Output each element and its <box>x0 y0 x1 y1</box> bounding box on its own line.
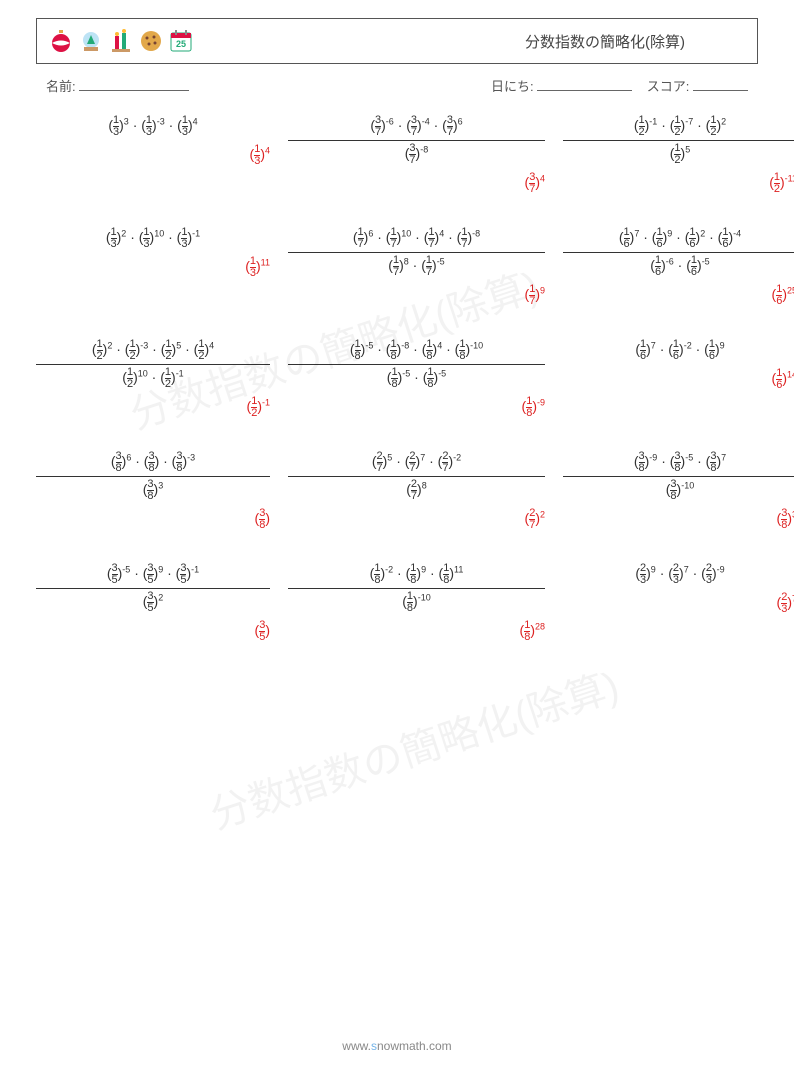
date-line[interactable] <box>537 78 632 91</box>
fraction-expression: (38)6 · (38) · (38)-3(38)3 <box>36 451 270 502</box>
date-label: 日にち: <box>491 79 534 94</box>
answer: (17)9 <box>288 284 545 307</box>
cookie-icon <box>139 29 163 53</box>
fraction-expression: (17)6 · (17)10 · (17)4 · (17)-8(17)8 · (… <box>288 227 545 278</box>
fraction-expression: (18)-2 · (18)9 · (18)11(18)-10 <box>288 563 545 614</box>
answer: (35) <box>36 620 270 643</box>
header: 25 分数指数の簡略化(除算) <box>36 18 758 64</box>
expression: (23)9 · (23)7 · (23)-9 <box>563 563 794 586</box>
problem: (13)3 · (13)-3 · (13)4 (13)4 <box>36 115 270 195</box>
expression: (13)3 · (13)-3 · (13)4 <box>36 115 270 138</box>
footer-suffix: .com <box>426 1039 452 1053</box>
expression: (13)2 · (13)10 · (13)-1 <box>36 227 270 250</box>
ornament-icon <box>49 29 73 53</box>
answer: (37)4 <box>288 172 545 195</box>
candle-icon <box>109 29 133 53</box>
fraction-expression: (35)-5 · (35)9 · (35)-1(35)2 <box>36 563 270 614</box>
answer: (12)-11 <box>563 172 794 195</box>
footer-math: math <box>399 1039 426 1053</box>
fraction-expression: (38)-9 · (38)-5 · (38)7(38)-10 <box>563 451 794 502</box>
problem: (27)5 · (27)7 · (27)-2(27)8 (27)2 <box>288 451 545 531</box>
name-label: 名前: <box>46 79 76 94</box>
header-icons: 25 <box>49 29 193 53</box>
fraction-expression: (12)-1 · (12)-7 · (12)2(12)5 <box>563 115 794 166</box>
calendar-icon: 25 <box>169 29 193 53</box>
calendar-number: 25 <box>169 39 193 49</box>
name-field: 名前: <box>46 76 189 95</box>
footer-now: now <box>377 1039 399 1053</box>
problem-grid: (13)3 · (13)-3 · (13)4 (13)4 (37)-6 · (37)… <box>36 115 758 643</box>
answer: (16)25 <box>563 284 794 307</box>
answer: (16)14 <box>563 368 794 391</box>
answer: (13)4 <box>36 144 270 167</box>
problem: (12)2 · (12)-3 · (12)5 · (12)4(12)10 · (… <box>36 339 270 419</box>
problem: (16)7 · (16)9 · (16)2 · (16)-4(16)-6 · (… <box>563 227 794 307</box>
problem: (18)-2 · (18)9 · (18)11(18)-10 (18)28 <box>288 563 545 643</box>
score-label: スコア: <box>647 79 690 94</box>
problem: (23)9 · (23)7 · (23)-9 (23)7 <box>563 563 794 643</box>
watermark: 分数指数の簡略化(除算) <box>201 653 625 840</box>
score-line[interactable] <box>693 78 748 91</box>
fraction-expression: (37)-6 · (37)-4 · (37)6(37)-8 <box>288 115 545 166</box>
answer: (18)-9 <box>288 396 545 419</box>
fraction-expression: (27)5 · (27)7 · (27)-2(27)8 <box>288 451 545 502</box>
problem: (35)-5 · (35)9 · (35)-1(35)2 (35) <box>36 563 270 643</box>
fraction-expression: (16)7 · (16)9 · (16)2 · (16)-4(16)-6 · (… <box>563 227 794 278</box>
footer-prefix: www. <box>342 1039 371 1053</box>
problem: (16)7 · (16)-2 · (16)9 (16)14 <box>563 339 794 419</box>
name-line[interactable] <box>79 78 189 91</box>
problem: (17)6 · (17)10 · (17)4 · (17)-8(17)8 · (… <box>288 227 545 307</box>
footer: www.snowmath.com <box>0 1039 794 1053</box>
problem: (37)-6 · (37)-4 · (37)6(37)-8 (37)4 <box>288 115 545 195</box>
answer: (38)3 <box>563 508 794 531</box>
answer: (38) <box>36 508 270 531</box>
answer: (13)11 <box>36 256 270 279</box>
meta-row: 名前: 日にち: スコア: <box>46 76 748 95</box>
answer: (18)28 <box>288 620 545 643</box>
answer: (23)7 <box>563 592 794 615</box>
fraction-expression: (18)-5 · (18)-8 · (18)4 · (18)-10(18)-5 … <box>288 339 545 390</box>
problem: (38)-9 · (38)-5 · (38)7(38)-10 (38)3 <box>563 451 794 531</box>
worksheet-page: 分数指数の簡略化(除算) 分数指数の簡略化(除算) 25 <box>0 18 794 1071</box>
fraction-expression: (12)2 · (12)-3 · (12)5 · (12)4(12)10 · (… <box>36 339 270 390</box>
problem: (18)-5 · (18)-8 · (18)4 · (18)-10(18)-5 … <box>288 339 545 419</box>
problem: (38)6 · (38) · (38)-3(38)3 (38) <box>36 451 270 531</box>
snowglobe-icon <box>79 29 103 53</box>
problem: (13)2 · (13)10 · (13)-1 (13)11 <box>36 227 270 307</box>
expression: (16)7 · (16)-2 · (16)9 <box>563 339 794 362</box>
problem: (12)-1 · (12)-7 · (12)2(12)5 (12)-11 <box>563 115 794 195</box>
answer: (12)-1 <box>36 396 270 419</box>
worksheet-title: 分数指数の簡略化(除算) <box>525 31 685 52</box>
date-score: 日にち: スコア: <box>491 76 748 95</box>
answer: (27)2 <box>288 508 545 531</box>
